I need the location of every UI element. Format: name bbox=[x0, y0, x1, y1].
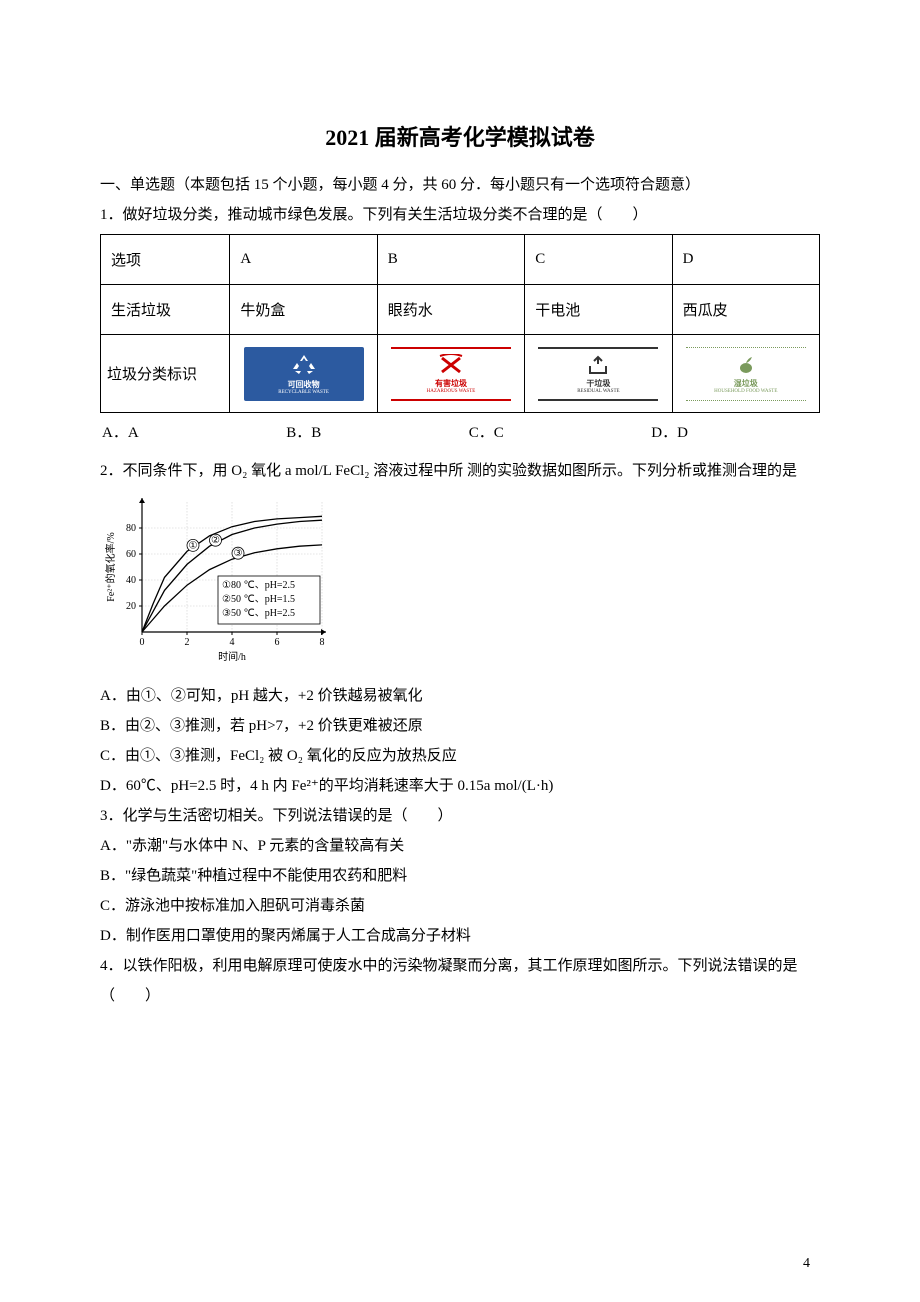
q1-r2-b: 眼药水 bbox=[377, 285, 524, 335]
q2-stem: 2．不同条件下，用 O₂ 氧化 a mol/L FeCl₂ 溶液过程中所 测的实… bbox=[100, 456, 820, 486]
q1-opt-a: A．A bbox=[102, 421, 139, 442]
svg-text:40: 40 bbox=[126, 575, 136, 586]
svg-text:③: ③ bbox=[234, 548, 243, 559]
q3-opt-d: D．制作医用口罩使用的聚丙烯属于人工合成高分子材料 bbox=[100, 921, 820, 951]
q1-opt-c: C．C bbox=[469, 421, 504, 442]
svg-text:②50 ℃、pH=1.5: ②50 ℃、pH=1.5 bbox=[222, 594, 295, 605]
food-waste-icon: 湿垃圾 HOUSEHOLD FOOD WASTE bbox=[686, 347, 806, 401]
q3-opt-c: C．游泳池中按标准加入胆矾可消毒杀菌 bbox=[100, 891, 820, 921]
icon-b-en: HAZARDOUS WASTE bbox=[427, 389, 476, 394]
q1-r3-label: 垃圾分类标识 bbox=[101, 335, 230, 413]
svg-text:①80 ℃、pH=2.5: ①80 ℃、pH=2.5 bbox=[222, 580, 295, 591]
q3-opt-a: A．"赤潮"与水体中 N、P 元素的含量较高有关 bbox=[100, 831, 820, 861]
exam-title: 2021 届新高考化学模拟试卷 bbox=[100, 120, 820, 152]
icon-d-en: HOUSEHOLD FOOD WASTE bbox=[714, 389, 777, 394]
q2-opt-b: B．由②、③推测，若 pH>7，+2 价铁更难被还原 bbox=[100, 711, 820, 741]
q3-opt-b: B．"绿色蔬菜"种植过程中不能使用农药和肥料 bbox=[100, 861, 820, 891]
q1-r1-label: 选项 bbox=[101, 235, 230, 285]
svg-text:2: 2 bbox=[185, 637, 190, 648]
svg-text:20: 20 bbox=[126, 601, 136, 612]
q2-opt-c: C．由①、③推测，FeCl₂ 被 O₂ 氧化的反应为放热反应 bbox=[100, 741, 820, 771]
q1-opt-b: B．B bbox=[286, 421, 321, 442]
q1-r2-label: 生活垃圾 bbox=[101, 285, 230, 335]
page-number: 4 bbox=[803, 1256, 810, 1272]
q1-options: A．A B．B C．C D．D bbox=[100, 421, 820, 442]
q1-r1-d: D bbox=[672, 235, 819, 285]
q1-r2-d: 西瓜皮 bbox=[672, 285, 819, 335]
icon-d-cn: 湿垃圾 bbox=[734, 378, 758, 389]
q1-opt-d: D．D bbox=[651, 421, 688, 442]
svg-text:0: 0 bbox=[140, 637, 145, 648]
icon-c-en: RESIDUAL WASTE bbox=[577, 389, 619, 394]
icon-a-cn: 可回收物 bbox=[288, 379, 320, 390]
q2-chart: 0 2 4 6 8 20 40 60 80 时间/h Fe²⁺的氧化率/% ① ② ③ ①80 ℃、pH=2… bbox=[100, 494, 330, 669]
svg-text:80: 80 bbox=[126, 523, 136, 534]
svg-text:时间/h: 时间/h bbox=[218, 650, 246, 663]
q4-stem: 4．以铁作阳极，利用电解原理可使废水中的污染物凝聚而分离，其工作原理如图所示。下… bbox=[100, 951, 820, 1011]
q1-r2-a: 牛奶盒 bbox=[230, 285, 377, 335]
svg-text:60: 60 bbox=[126, 549, 136, 560]
q1-r1-b: B bbox=[377, 235, 524, 285]
icon-a-en: RECYCLABLE WASTE bbox=[278, 390, 329, 395]
q1-r1-a: A bbox=[230, 235, 377, 285]
q2-opt-a: A．由①、②可知，pH 越大，+2 价铁越易被氧化 bbox=[100, 681, 820, 711]
icon-b-cn: 有害垃圾 bbox=[435, 378, 467, 389]
q3-stem: 3．化学与生活密切相关。下列说法错误的是（ ） bbox=[100, 801, 820, 831]
q1-r2-c: 干电池 bbox=[525, 285, 672, 335]
q1-stem: 1．做好垃圾分类，推动城市绿色发展。下列有关生活垃圾分类不合理的是（ ） bbox=[100, 200, 820, 230]
section-heading: 一、单选题（本题包括 15 个小题，每小题 4 分，共 60 分．每小题只有一个… bbox=[100, 170, 820, 200]
svg-text:6: 6 bbox=[275, 637, 280, 648]
svg-text:③50 ℃、pH=2.5: ③50 ℃、pH=2.5 bbox=[222, 608, 295, 619]
icon-c-cn: 干垃圾 bbox=[586, 378, 610, 389]
recyclable-waste-icon: 可回收物 RECYCLABLE WASTE bbox=[244, 347, 364, 401]
svg-text:Fe²⁺的氧化率/%: Fe²⁺的氧化率/% bbox=[104, 532, 117, 601]
svg-text:①: ① bbox=[189, 540, 198, 551]
svg-text:8: 8 bbox=[320, 637, 325, 648]
q1-r1-c: C bbox=[525, 235, 672, 285]
q2-opt-d: D．60℃、pH=2.5 时，4 h 内 Fe²⁺的平均消耗速率大于 0.15a… bbox=[100, 771, 820, 801]
residual-waste-icon: 干垃圾 RESIDUAL WASTE bbox=[538, 347, 658, 401]
svg-text:②: ② bbox=[211, 535, 220, 546]
q1-table: 选项 A B C D 生活垃圾 牛奶盒 眼药水 干电池 西瓜皮 垃圾分类标识 可… bbox=[100, 234, 820, 413]
svg-text:4: 4 bbox=[230, 637, 235, 648]
hazardous-waste-icon: 有害垃圾 HAZARDOUS WASTE bbox=[391, 347, 511, 401]
